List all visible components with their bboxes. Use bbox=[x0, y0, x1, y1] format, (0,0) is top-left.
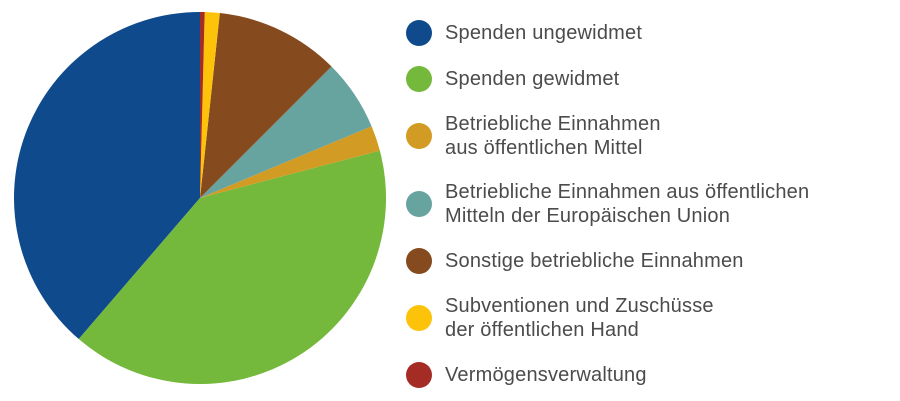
legend-label: Sonstige betriebliche Einnahmen bbox=[445, 250, 744, 272]
legend-label: Spenden ungewidmet bbox=[445, 22, 643, 44]
legend-item-sonstige-betriebliche-einnahmen: Sonstige betriebliche Einnahmen bbox=[406, 248, 809, 274]
legend-label: Betriebliche Einnahmen aus öffentlichen … bbox=[445, 181, 810, 227]
pie-chart bbox=[13, 12, 386, 385]
pie-slice-1 bbox=[78, 150, 386, 385]
legend-dot-icon bbox=[406, 248, 432, 274]
legend-item-subventionen-zuschuesse: Subventionen und Zuschüsse der öffentlic… bbox=[406, 294, 809, 342]
legend-item-spenden-ungewidmet: Spenden ungewidmet bbox=[406, 20, 809, 46]
legend-dot-icon bbox=[406, 362, 432, 388]
pie-chart-container bbox=[13, 12, 386, 385]
legend-dot-icon bbox=[406, 20, 432, 46]
chart-legend: Spenden ungewidmet Spenden gewidmet Betr… bbox=[406, 20, 809, 388]
legend-label: Spenden gewidmet bbox=[445, 68, 620, 90]
pie-slice-2 bbox=[200, 126, 380, 198]
legend-item-betriebliche-einnahmen-eu: Betriebliche Einnahmen aus öffentlichen … bbox=[406, 180, 809, 228]
legend-dot-icon bbox=[406, 123, 432, 149]
legend-label: Betriebliche Einnahmen aus öffentlichen … bbox=[445, 113, 661, 159]
legend-item-spenden-gewidmet: Spenden gewidmet bbox=[406, 66, 809, 92]
pie-slice-5 bbox=[200, 12, 220, 199]
legend-dot-icon bbox=[406, 66, 432, 92]
pie-slice-6 bbox=[200, 12, 205, 198]
pie-slice-3 bbox=[200, 66, 372, 198]
legend-item-vermoegensverwaltung: Vermögensverwaltung bbox=[406, 362, 809, 388]
legend-item-betriebliche-einnahmen-mittel: Betriebliche Einnahmen aus öffentlichen … bbox=[406, 112, 809, 160]
legend-dot-icon bbox=[406, 191, 432, 217]
legend-label: Subventionen und Zuschüsse der öffentlic… bbox=[445, 295, 714, 341]
legend-label: Vermögensverwaltung bbox=[445, 364, 647, 386]
legend-dot-icon bbox=[406, 305, 432, 331]
pie-slice-4 bbox=[200, 13, 332, 199]
pie-slice-0 bbox=[13, 12, 200, 340]
